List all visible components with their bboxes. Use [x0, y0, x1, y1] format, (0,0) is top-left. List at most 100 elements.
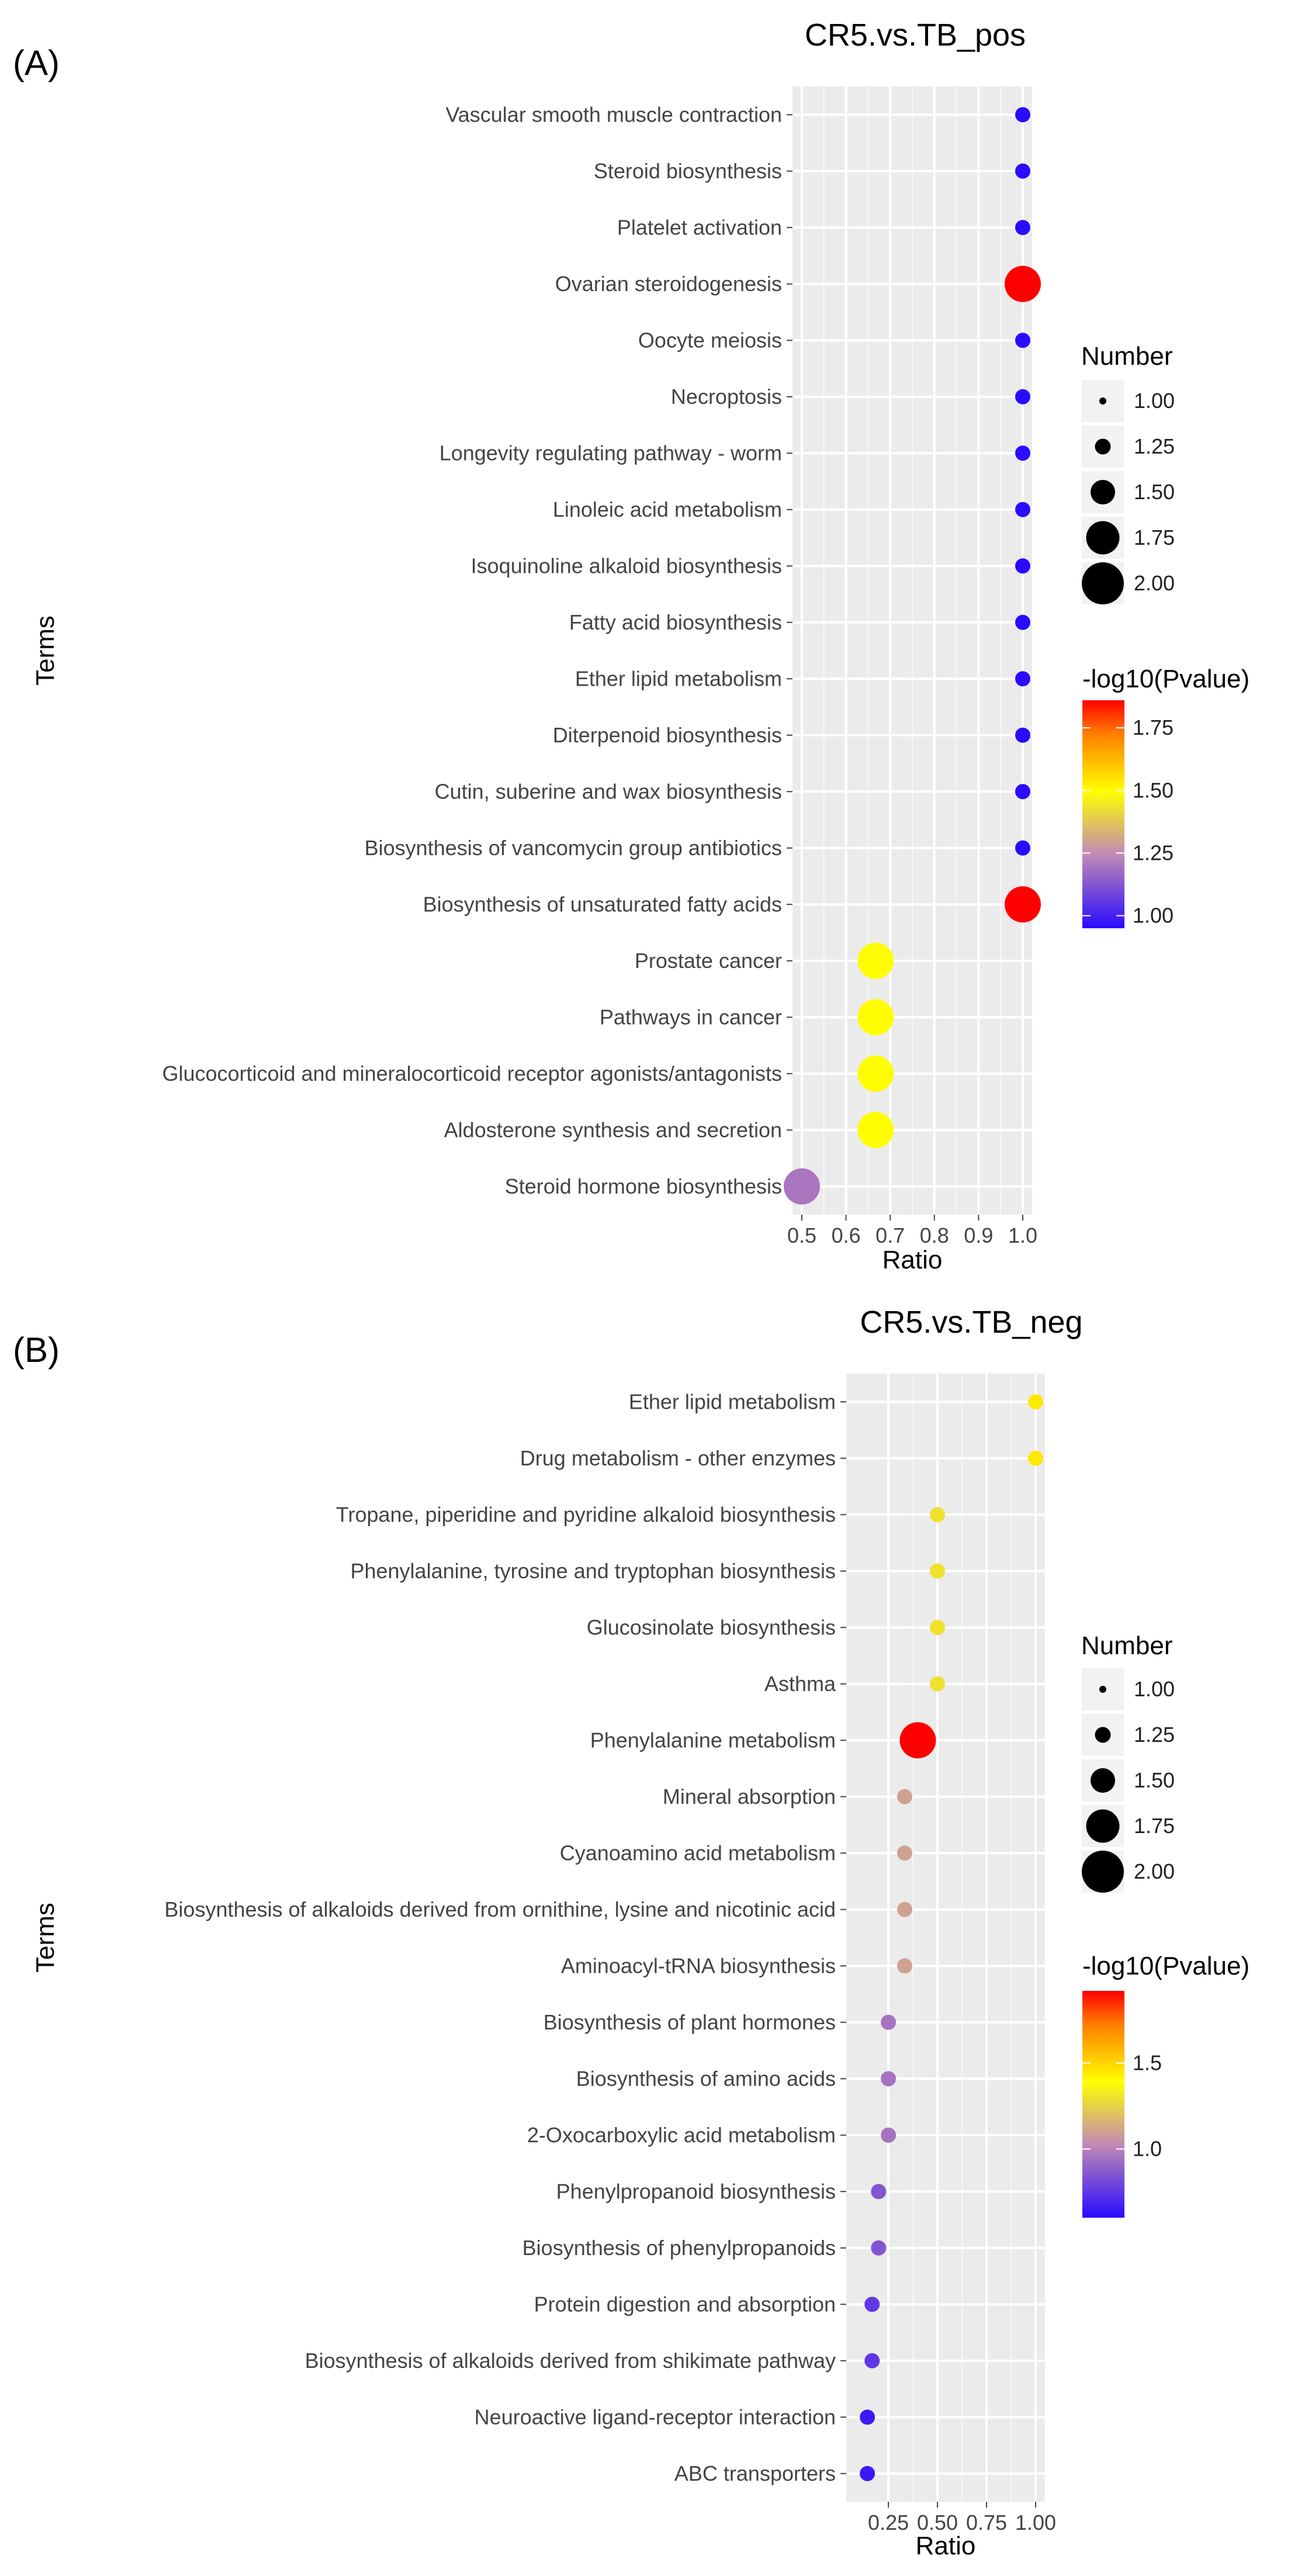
size-legend-label: 2.00: [1134, 571, 1175, 595]
term-label: Drug metabolism - other enzymes: [520, 1446, 836, 1470]
term-label: Ovarian steroidogenesis: [555, 272, 782, 296]
data-point: [1015, 333, 1030, 348]
size-legend-dot: [1091, 480, 1115, 504]
size-legend-title: Number: [1081, 342, 1173, 371]
x-tick-label: 1.0: [1008, 1223, 1037, 1247]
size-legend-dot: [1086, 1809, 1120, 1843]
data-point: [1028, 1394, 1043, 1410]
size-legend-label: 1.25: [1134, 434, 1175, 458]
data-point: [1015, 614, 1030, 630]
term-label: Steroid hormone biosynthesis: [505, 1174, 782, 1198]
size-legend-dot: [1095, 1727, 1111, 1743]
plot-title: CR5.vs.TB_pos: [805, 18, 1026, 53]
term-label: Steroid biosynthesis: [594, 159, 782, 183]
color-legend-title: -log10(Pvalue): [1082, 1952, 1250, 1980]
term-label: Ether lipid metabolism: [629, 1389, 836, 1413]
plot-background: [846, 1374, 1045, 2502]
data-point: [864, 2297, 880, 2312]
x-tick-label: 1.00: [1015, 2511, 1056, 2534]
x-tick-label: 0.50: [917, 2511, 958, 2534]
term-label: Asthma: [764, 1672, 836, 1696]
size-legend-label: 1.50: [1134, 480, 1175, 504]
data-point: [784, 1168, 820, 1205]
data-point: [1015, 389, 1030, 404]
term-label: Phenylpropanoid biosynthesis: [556, 2179, 836, 2203]
size-legend-label: 1.75: [1134, 525, 1175, 549]
data-point: [1028, 1450, 1043, 1466]
term-label: Biosynthesis of unsaturated fatty acids: [423, 892, 782, 916]
term-label: Phenylalanine metabolism: [590, 1728, 836, 1752]
color-legend-label: 1.5: [1133, 2051, 1162, 2074]
data-point: [1015, 727, 1030, 743]
plot-title: CR5.vs.TB_neg: [860, 1305, 1082, 1340]
term-label: Platelet activation: [617, 215, 782, 239]
term-label: Cyanoamino acid metabolism: [560, 1841, 836, 1865]
data-point: [881, 2071, 897, 2087]
color-legend-label: 1.75: [1133, 715, 1174, 739]
term-label: Pathways in cancer: [600, 1005, 782, 1029]
term-label: Glucosinolate biosynthesis: [587, 1615, 836, 1639]
term-label: Mineral absorption: [663, 1785, 836, 1809]
term-label: Aminoacyl-tRNA biosynthesis: [561, 1953, 836, 1977]
data-point: [857, 942, 894, 979]
term-label: Glucocorticoid and mineralocorticoid rec…: [162, 1061, 782, 1085]
size-legend-label: 1.50: [1134, 1768, 1175, 1792]
term-label: Ether lipid metabolism: [575, 666, 782, 690]
term-label: Neuroactive ligand-receptor interaction: [475, 2405, 836, 2429]
panel-label: (B): [13, 1330, 60, 1370]
data-point: [930, 1507, 946, 1523]
data-point: [1015, 671, 1030, 687]
color-legend-label: 1.50: [1133, 778, 1174, 802]
size-legend-dot: [1086, 521, 1120, 555]
data-point: [1015, 107, 1030, 123]
panel-b-chart: (B) CR5.vs.TB_neg Ether lipid metabolism Dr…: [13, 1305, 1250, 2560]
data-point: [930, 1676, 946, 1692]
size-legend-label: 1.75: [1134, 1814, 1175, 1838]
color-legend-bar: [1082, 1991, 1124, 2218]
x-tick-label: 0.9: [964, 1223, 993, 1247]
x-tick-label: 0.7: [875, 1223, 905, 1247]
x-tick-label: 0.8: [920, 1223, 949, 1247]
data-point: [930, 1620, 946, 1635]
data-point: [864, 2353, 880, 2368]
panel-a-chart: (A) CR5.vs.TB_pos Vascular smooth muscle c…: [13, 18, 1250, 1274]
data-point: [857, 999, 894, 1036]
term-label: Biosynthesis of alkaloids derived from o…: [164, 1897, 836, 1921]
data-point: [871, 2184, 887, 2200]
term-label: Necroptosis: [671, 385, 782, 409]
x-axis-title: Ratio: [882, 1246, 943, 1274]
data-point: [1015, 502, 1030, 517]
term-label: Vascular smooth muscle contraction: [445, 102, 782, 126]
x-tick-label: 0.5: [787, 1223, 816, 1247]
term-label: Biosynthesis of plant hormones: [544, 2010, 836, 2034]
data-point: [881, 2127, 897, 2143]
data-point: [1015, 163, 1030, 179]
color-legend-bar: [1082, 700, 1124, 928]
size-legend-label: 1.00: [1134, 389, 1175, 413]
term-label: Biosynthesis of phenylpropanoids: [522, 2236, 836, 2260]
term-label: Longevity regulating pathway - worm: [439, 441, 782, 465]
y-axis-title: Terms: [31, 1903, 60, 1973]
data-point: [897, 1845, 912, 1861]
term-label: Biosynthesis of alkaloids derived from s…: [305, 2349, 836, 2373]
size-legend-dot: [1099, 1686, 1106, 1693]
term-label: Biosynthesis of amino acids: [576, 2066, 836, 2090]
term-label: Prostate cancer: [635, 949, 782, 973]
size-legend-dot: [1082, 1851, 1124, 1893]
x-tick-label: 0.75: [966, 2511, 1007, 2534]
color-legend-label: 1.25: [1133, 841, 1174, 865]
term-label: Phenylalanine, tyrosine and tryptophan b…: [350, 1559, 836, 1583]
data-point: [1015, 445, 1030, 461]
data-point: [899, 1722, 936, 1759]
term-label: Oocyte meiosis: [638, 328, 782, 352]
data-point: [1005, 886, 1041, 923]
data-point: [1005, 265, 1041, 302]
size-legend-dot: [1091, 1768, 1115, 1793]
data-point: [897, 1901, 912, 1917]
x-tick-label: 0.25: [868, 2511, 909, 2534]
size-legend-label: 1.25: [1134, 1723, 1175, 1747]
data-point: [860, 2409, 875, 2425]
size-legend-label: 1.00: [1134, 1677, 1175, 1701]
color-legend-label: 1.0: [1133, 2136, 1162, 2160]
